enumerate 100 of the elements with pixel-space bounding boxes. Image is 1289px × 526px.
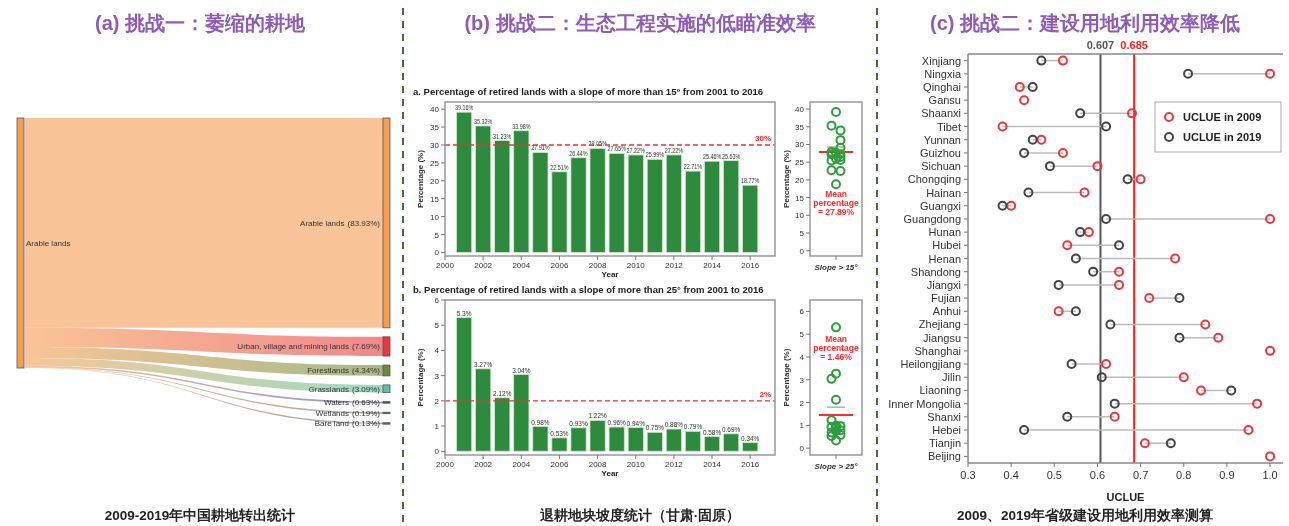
y-axis-title: Percentage (%) (416, 149, 425, 208)
category-label: Bare land (314, 419, 349, 429)
y-tick-label: Guangdong (903, 212, 961, 225)
x-tick-label: 0.4 (1003, 469, 1019, 481)
y-tick-label: 0 (799, 246, 805, 256)
x-tick-label: 2006 (550, 261, 569, 270)
x-tick-label: 0.5 (1046, 469, 1062, 481)
x-tick-label: 2004 (512, 261, 531, 270)
category-label: Urban, village and mining lands (237, 342, 349, 352)
x-tick-label: 2016 (741, 261, 760, 270)
text: 2009、2019年省级建设用地利用效率测算 (956, 507, 1214, 523)
y-tick-label: Liaoning (919, 384, 961, 397)
y-tick-label: 4 (434, 346, 440, 356)
x-tick-label: 2014 (703, 261, 722, 270)
y-tick-label: 2 (434, 396, 440, 406)
data-label: (7.69%) (351, 342, 381, 352)
y-tick-label: Guangxi (920, 199, 961, 212)
y-tick-label: Jiangsu (923, 331, 961, 344)
category-label: Arable lands (300, 218, 345, 228)
y-tick-label: 30 (430, 140, 440, 150)
y-tick-label: Sichuan (921, 160, 961, 173)
y-tick-label: 25 (430, 158, 440, 168)
ref-line-label: Mean percentage = 27.89% (813, 188, 859, 217)
y-tick-label: Ningxia (924, 67, 962, 80)
y-tick-label: Jilin (942, 371, 961, 384)
x-axis-title: Year (601, 469, 619, 478)
data-label: (83.93%) (347, 218, 381, 228)
legend-label: UCLUE in 2019 (1183, 131, 1262, 143)
y-tick-label: Guizhou (920, 146, 961, 159)
y-tick-label: Gansu (928, 94, 961, 107)
y-tick-label: Henan (928, 252, 961, 265)
ref-line-label: Mean percentage = 1.46% (813, 333, 859, 362)
x-axis-title: Year (601, 270, 619, 279)
y-tick-label: Shanghai (914, 344, 961, 357)
x-tick-label: 2002 (474, 261, 493, 270)
y-tick-label: Fujian (931, 292, 961, 305)
y-tick-label: 15 (795, 193, 805, 203)
y-tick-label: Hunan (928, 226, 961, 239)
y-tick-label: 25 (795, 158, 805, 168)
y-axis-title: Percentage (%) (416, 348, 425, 407)
x-tick-label: 0.3 (960, 469, 976, 481)
y-tick-label: Shanxi (927, 410, 961, 423)
x-tick-label: 2004 (512, 460, 531, 469)
y-tick-label: 5 (799, 330, 805, 340)
x-tick-label: 2010 (626, 460, 646, 469)
ref-line-label: 0.685 (1120, 39, 1148, 51)
category-label: Waters (323, 398, 349, 408)
chart-title: (b) 挑战二：生态工程实施的低瞄准效率 (464, 12, 816, 34)
y-tick-label: Shaanxi (921, 107, 961, 120)
text: 退耕地块坡度统计（甘肃·固原） (538, 507, 741, 523)
x-tick-label: 2006 (550, 460, 569, 469)
y-tick-label: 2 (799, 398, 805, 408)
y-tick-label: Shandong (910, 265, 961, 278)
y-tick-label: Yunnan (923, 133, 961, 146)
y-tick-label: 3 (799, 375, 805, 385)
x-tick-label: 2008 (588, 460, 608, 469)
x-tick-label: 0.7 (1132, 469, 1149, 481)
y-tick-label: 5 (799, 228, 805, 238)
x-tick-label: 2000 (436, 460, 455, 469)
y-tick-label: 10 (795, 211, 805, 221)
legend-label: UCLUE in 2009 (1183, 111, 1262, 123)
category-label: Forestlands (307, 366, 349, 376)
x-tick-label: 0.6 (1089, 469, 1106, 481)
data-label: (0.13%) (351, 419, 381, 429)
y-tick-label: 10 (430, 212, 440, 222)
y-tick-label: Qinghai (923, 80, 961, 93)
y-tick-label: Zhejiang (918, 318, 961, 331)
y-tick-label: 5 (434, 230, 440, 240)
y-tick-label: Beijing (927, 450, 961, 463)
x-axis-title: UCLUE (1106, 491, 1145, 503)
x-tick-label: 2014 (703, 460, 722, 469)
y-tick-label: 35 (795, 122, 805, 132)
x-tick-label: 2008 (588, 261, 608, 270)
x-tick-label: 1.0 (1262, 469, 1278, 481)
x-tick-label: 0.8 (1176, 469, 1192, 481)
text: 2009-2019年中国耕地转出统计 (104, 507, 296, 523)
y-tick-label: Hainan (926, 186, 961, 199)
ref-line-label: 2% (759, 389, 771, 399)
y-axis-title: Percentage (%) (782, 348, 791, 407)
y-tick-label: 3 (434, 371, 440, 381)
x-tick-label: Slope > 15° (814, 263, 859, 272)
x-tick-label: 2016 (741, 460, 760, 469)
x-tick-label: 2012 (665, 261, 684, 270)
y-tick-label: 35 (430, 123, 440, 133)
y-tick-label: Anhui (932, 305, 961, 318)
x-tick-label: Slope > 25° (814, 462, 859, 471)
y-tick-label: Inner Mongolia (888, 397, 962, 410)
y-tick-label: 0 (799, 444, 805, 454)
data-label: (0.19%) (351, 408, 381, 418)
x-tick-label: 2002 (474, 460, 493, 469)
y-tick-label: Heilongjiang (900, 358, 961, 371)
category-label: Grasslands (308, 384, 349, 394)
y-tick-label: 0 (434, 248, 440, 258)
y-tick-label: 6 (799, 307, 805, 317)
y-tick-label: 6 (434, 296, 440, 305)
y-tick-label: 1 (799, 421, 805, 431)
y-tick-label: Hubei (932, 239, 961, 252)
x-tick-label: 0.9 (1219, 469, 1235, 481)
x-tick-label: 2000 (436, 261, 455, 270)
y-tick-label: 4 (799, 352, 805, 362)
